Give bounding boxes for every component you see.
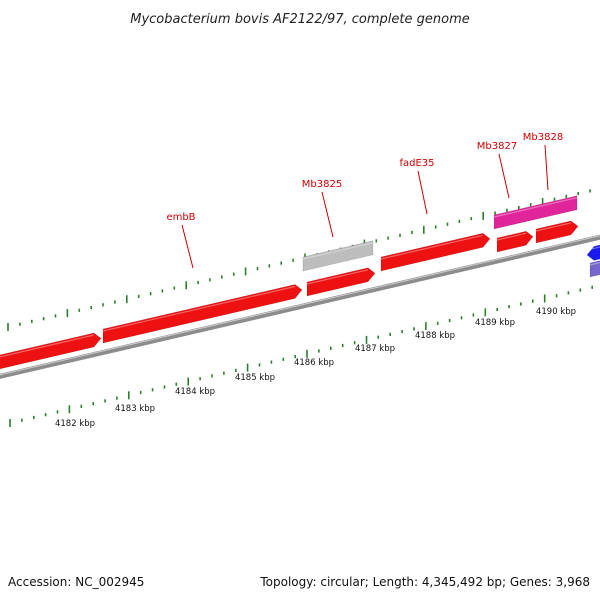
cds-arrow-Mb3827-highlight xyxy=(496,232,527,241)
cds-arrow-Mb3828-highlight xyxy=(535,222,572,232)
feature-box-purple xyxy=(589,260,600,278)
feature-box-grey xyxy=(302,240,374,272)
leader-line xyxy=(417,170,428,215)
gene-features xyxy=(0,195,600,370)
cds-arrow-blue xyxy=(586,244,600,261)
feature-box-grey-highlight xyxy=(302,242,374,260)
leader-line xyxy=(181,224,194,269)
kbp-tick-label: 4182 kbp xyxy=(55,419,95,429)
gene-label: fadE35 xyxy=(399,158,434,169)
gene-labels: embB Mb3825 fadE35 Mb3827 Mb3828 xyxy=(166,132,563,269)
leader-line xyxy=(544,144,549,191)
leader-line xyxy=(498,153,510,199)
kbp-tick-label: 4184 kbp xyxy=(175,387,215,397)
kbp-tick-label: 4187 kbp xyxy=(355,344,395,354)
feature-box-magenta-highlight xyxy=(493,197,578,218)
leader-line xyxy=(321,191,334,238)
cds-arrow-blue-highlight xyxy=(586,246,600,251)
kbp-tick-label: 4186 kbp xyxy=(294,358,334,368)
kbp-tick-label: 4188 kbp xyxy=(415,331,455,341)
kbp-tick-label: 4190 kbp xyxy=(536,307,576,317)
cds-arrow-fadE35 xyxy=(380,232,491,272)
cds-arrow-fadE35-highlight xyxy=(380,234,484,260)
cds-arrow-Mb3827 xyxy=(496,230,534,253)
feature-box-magenta xyxy=(493,195,578,230)
accession-text: Accession: NC_002945 xyxy=(8,575,144,589)
cds-arrow-embB xyxy=(102,284,303,344)
gene-label: Mb3828 xyxy=(523,132,563,143)
kbp-tick-labels: 4182 kbp 4183 kbp 4184 kbp 4185 kbp 4186 kbp… xyxy=(55,307,576,429)
genome-backbone xyxy=(0,234,600,379)
gene-label: Mb3825 xyxy=(302,179,342,190)
kbp-tick-label: 4189 kbp xyxy=(475,318,515,328)
gene-label: embB xyxy=(166,212,195,223)
lower-tick-scale xyxy=(9,285,594,427)
feature-box-purple-highlight xyxy=(589,262,600,266)
kbp-tick-label: 4185 kbp xyxy=(235,373,275,383)
cds-arrow-Mb3828 xyxy=(535,220,579,244)
cds-arrow-Mb3825 xyxy=(306,267,376,297)
map-title: Mycobacterium bovis AF2122/97, complete … xyxy=(130,12,469,27)
genome-summary-text: Topology: circular; Length: 4,345,492 bp… xyxy=(259,575,590,589)
cds-arrow xyxy=(0,332,102,370)
cds-arrow-highlight xyxy=(0,334,95,358)
kbp-tick-label: 4183 kbp xyxy=(115,404,155,414)
gene-label: Mb3827 xyxy=(477,141,517,152)
cds-arrow-embB-highlight xyxy=(102,285,296,332)
cds-arrow-Mb3825-highlight xyxy=(306,269,369,285)
